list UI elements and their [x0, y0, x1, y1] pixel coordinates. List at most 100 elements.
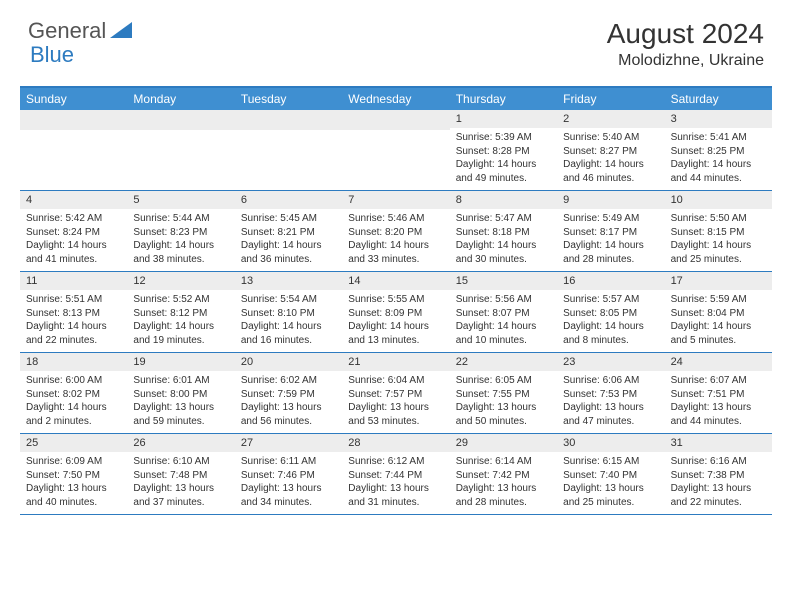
day-cell: 11Sunrise: 5:51 AMSunset: 8:13 PMDayligh…	[20, 272, 127, 352]
day-body: Sunrise: 6:10 AMSunset: 7:48 PMDaylight:…	[127, 452, 234, 514]
day-body: Sunrise: 5:50 AMSunset: 8:15 PMDaylight:…	[665, 209, 772, 271]
day-number: 9	[557, 191, 664, 209]
day-number: 14	[342, 272, 449, 290]
day-cell: 5Sunrise: 5:44 AMSunset: 8:23 PMDaylight…	[127, 191, 234, 271]
empty-day	[20, 110, 127, 130]
day-cell: 31Sunrise: 6:16 AMSunset: 7:38 PMDayligh…	[665, 434, 772, 514]
day-number: 29	[450, 434, 557, 452]
day-cell: 3Sunrise: 5:41 AMSunset: 8:25 PMDaylight…	[665, 110, 772, 190]
day-cell: 30Sunrise: 6:15 AMSunset: 7:40 PMDayligh…	[557, 434, 664, 514]
day-body: Sunrise: 6:14 AMSunset: 7:42 PMDaylight:…	[450, 452, 557, 514]
day-number: 15	[450, 272, 557, 290]
weekday-header: Thursday	[450, 88, 557, 110]
day-body: Sunrise: 5:47 AMSunset: 8:18 PMDaylight:…	[450, 209, 557, 271]
day-cell: 1Sunrise: 5:39 AMSunset: 8:28 PMDaylight…	[450, 110, 557, 190]
day-cell: 25Sunrise: 6:09 AMSunset: 7:50 PMDayligh…	[20, 434, 127, 514]
day-number: 5	[127, 191, 234, 209]
weekday-header: Saturday	[665, 88, 772, 110]
week-row: 1Sunrise: 5:39 AMSunset: 8:28 PMDaylight…	[20, 110, 772, 191]
day-body: Sunrise: 5:46 AMSunset: 8:20 PMDaylight:…	[342, 209, 449, 271]
logo-text-blue-wrap: Blue	[30, 42, 74, 68]
day-number: 12	[127, 272, 234, 290]
day-cell: 15Sunrise: 5:56 AMSunset: 8:07 PMDayligh…	[450, 272, 557, 352]
day-cell: 19Sunrise: 6:01 AMSunset: 8:00 PMDayligh…	[127, 353, 234, 433]
day-number: 10	[665, 191, 772, 209]
header: General August 2024 Molodizhne, Ukraine	[0, 0, 792, 78]
day-cell: 27Sunrise: 6:11 AMSunset: 7:46 PMDayligh…	[235, 434, 342, 514]
day-body: Sunrise: 6:15 AMSunset: 7:40 PMDaylight:…	[557, 452, 664, 514]
day-cell: 24Sunrise: 6:07 AMSunset: 7:51 PMDayligh…	[665, 353, 772, 433]
calendar: SundayMondayTuesdayWednesdayThursdayFrid…	[20, 86, 772, 515]
day-cell: 8Sunrise: 5:47 AMSunset: 8:18 PMDaylight…	[450, 191, 557, 271]
day-body: Sunrise: 5:42 AMSunset: 8:24 PMDaylight:…	[20, 209, 127, 271]
day-cell: 29Sunrise: 6:14 AMSunset: 7:42 PMDayligh…	[450, 434, 557, 514]
day-number: 6	[235, 191, 342, 209]
day-cell: 2Sunrise: 5:40 AMSunset: 8:27 PMDaylight…	[557, 110, 664, 190]
day-body: Sunrise: 5:44 AMSunset: 8:23 PMDaylight:…	[127, 209, 234, 271]
day-number: 30	[557, 434, 664, 452]
day-cell: 6Sunrise: 5:45 AMSunset: 8:21 PMDaylight…	[235, 191, 342, 271]
day-cell: 18Sunrise: 6:00 AMSunset: 8:02 PMDayligh…	[20, 353, 127, 433]
day-cell	[127, 110, 234, 190]
day-number: 18	[20, 353, 127, 371]
week-row: 25Sunrise: 6:09 AMSunset: 7:50 PMDayligh…	[20, 434, 772, 515]
day-body: Sunrise: 5:45 AMSunset: 8:21 PMDaylight:…	[235, 209, 342, 271]
day-cell: 10Sunrise: 5:50 AMSunset: 8:15 PMDayligh…	[665, 191, 772, 271]
day-number: 23	[557, 353, 664, 371]
title-block: August 2024 Molodizhne, Ukraine	[607, 18, 764, 70]
day-cell: 21Sunrise: 6:04 AMSunset: 7:57 PMDayligh…	[342, 353, 449, 433]
day-body: Sunrise: 5:55 AMSunset: 8:09 PMDaylight:…	[342, 290, 449, 352]
week-row: 18Sunrise: 6:00 AMSunset: 8:02 PMDayligh…	[20, 353, 772, 434]
day-body: Sunrise: 6:02 AMSunset: 7:59 PMDaylight:…	[235, 371, 342, 433]
weekday-header: Wednesday	[342, 88, 449, 110]
day-number: 26	[127, 434, 234, 452]
month-title: August 2024	[607, 18, 764, 50]
day-cell: 9Sunrise: 5:49 AMSunset: 8:17 PMDaylight…	[557, 191, 664, 271]
weekday-row: SundayMondayTuesdayWednesdayThursdayFrid…	[20, 88, 772, 110]
day-cell: 12Sunrise: 5:52 AMSunset: 8:12 PMDayligh…	[127, 272, 234, 352]
day-number: 22	[450, 353, 557, 371]
day-body: Sunrise: 6:01 AMSunset: 8:00 PMDaylight:…	[127, 371, 234, 433]
weekday-header: Sunday	[20, 88, 127, 110]
day-number: 7	[342, 191, 449, 209]
day-cell	[342, 110, 449, 190]
day-body: Sunrise: 6:05 AMSunset: 7:55 PMDaylight:…	[450, 371, 557, 433]
logo-text-blue: Blue	[30, 42, 74, 67]
day-body: Sunrise: 5:52 AMSunset: 8:12 PMDaylight:…	[127, 290, 234, 352]
day-number: 19	[127, 353, 234, 371]
empty-day	[342, 110, 449, 130]
logo: General	[28, 18, 134, 44]
day-body: Sunrise: 5:51 AMSunset: 8:13 PMDaylight:…	[20, 290, 127, 352]
day-cell: 28Sunrise: 6:12 AMSunset: 7:44 PMDayligh…	[342, 434, 449, 514]
day-body: Sunrise: 6:00 AMSunset: 8:02 PMDaylight:…	[20, 371, 127, 433]
day-body: Sunrise: 6:06 AMSunset: 7:53 PMDaylight:…	[557, 371, 664, 433]
day-body: Sunrise: 5:39 AMSunset: 8:28 PMDaylight:…	[450, 128, 557, 190]
day-number: 8	[450, 191, 557, 209]
day-number: 3	[665, 110, 772, 128]
day-body: Sunrise: 5:54 AMSunset: 8:10 PMDaylight:…	[235, 290, 342, 352]
day-number: 16	[557, 272, 664, 290]
logo-triangle-icon	[110, 20, 132, 43]
day-body: Sunrise: 6:12 AMSunset: 7:44 PMDaylight:…	[342, 452, 449, 514]
day-cell: 20Sunrise: 6:02 AMSunset: 7:59 PMDayligh…	[235, 353, 342, 433]
day-body: Sunrise: 5:40 AMSunset: 8:27 PMDaylight:…	[557, 128, 664, 190]
day-number: 25	[20, 434, 127, 452]
day-cell: 13Sunrise: 5:54 AMSunset: 8:10 PMDayligh…	[235, 272, 342, 352]
day-number: 31	[665, 434, 772, 452]
day-cell: 16Sunrise: 5:57 AMSunset: 8:05 PMDayligh…	[557, 272, 664, 352]
empty-day	[235, 110, 342, 130]
day-body: Sunrise: 6:16 AMSunset: 7:38 PMDaylight:…	[665, 452, 772, 514]
empty-day	[127, 110, 234, 130]
day-cell: 26Sunrise: 6:10 AMSunset: 7:48 PMDayligh…	[127, 434, 234, 514]
day-cell	[20, 110, 127, 190]
day-number: 28	[342, 434, 449, 452]
day-body: Sunrise: 5:41 AMSunset: 8:25 PMDaylight:…	[665, 128, 772, 190]
day-number: 27	[235, 434, 342, 452]
day-number: 13	[235, 272, 342, 290]
day-number: 17	[665, 272, 772, 290]
day-body: Sunrise: 5:56 AMSunset: 8:07 PMDaylight:…	[450, 290, 557, 352]
weeks-container: 1Sunrise: 5:39 AMSunset: 8:28 PMDaylight…	[20, 110, 772, 515]
day-number: 4	[20, 191, 127, 209]
day-body: Sunrise: 5:57 AMSunset: 8:05 PMDaylight:…	[557, 290, 664, 352]
logo-text-general: General	[28, 18, 106, 44]
